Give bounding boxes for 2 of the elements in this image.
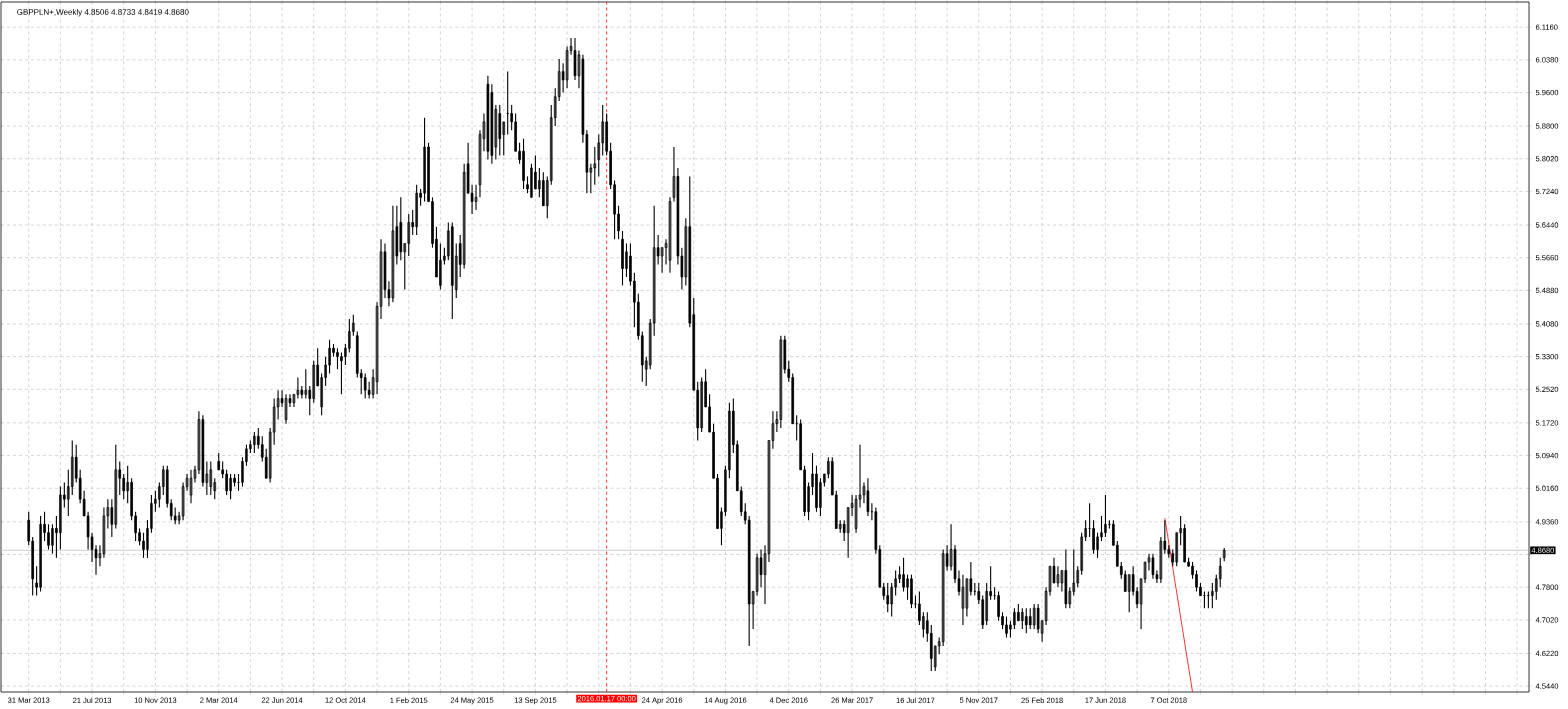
text: GBPPLN+,Weekly 4.8506 4.8733 4.8419 4.8680: [17, 8, 189, 17]
candlestick: [593, 146, 597, 186]
